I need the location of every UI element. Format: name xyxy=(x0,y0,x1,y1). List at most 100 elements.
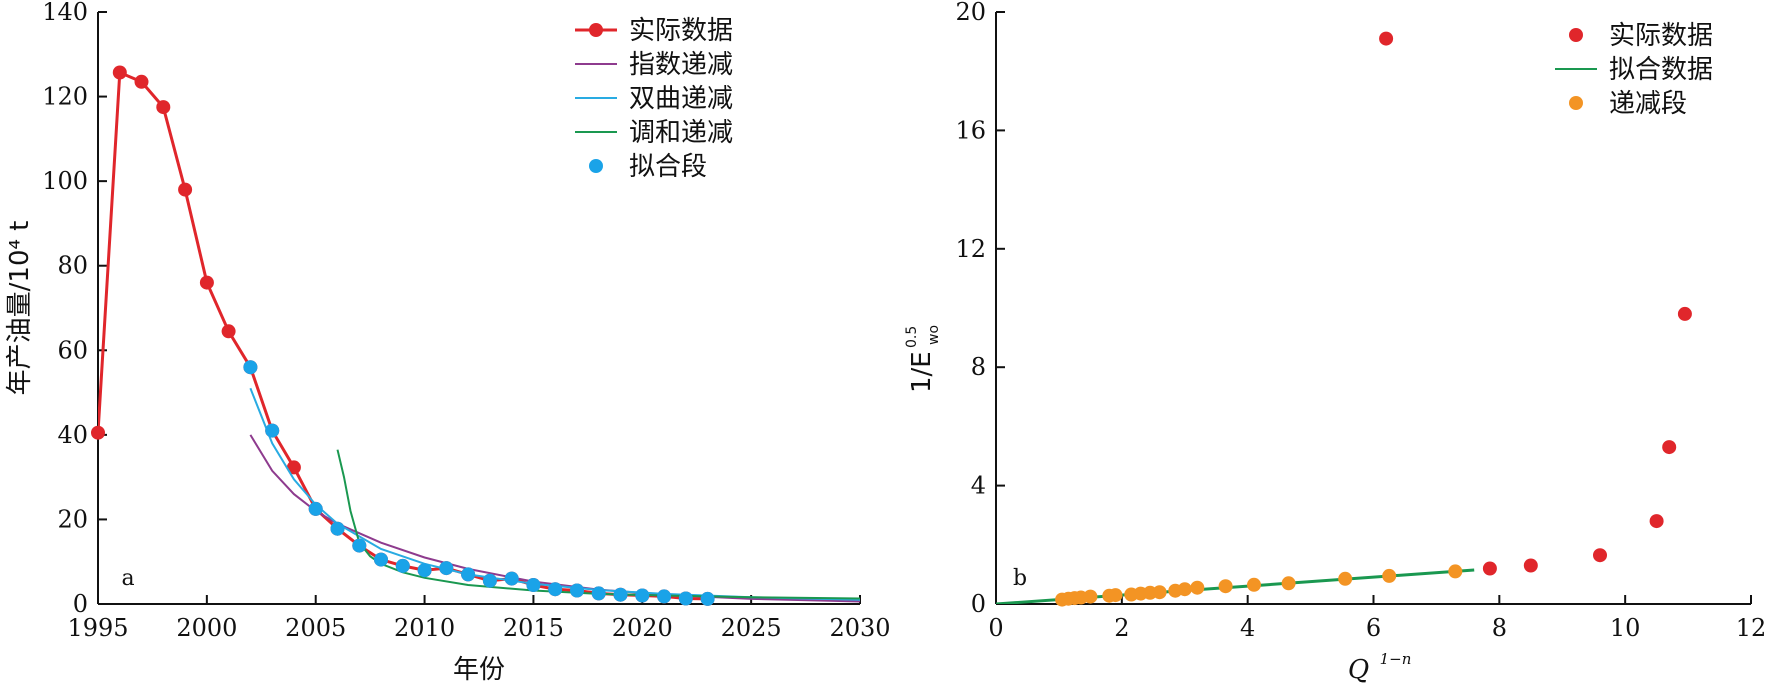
panel-a-legend-label: 拟合段 xyxy=(629,152,707,182)
panel-b-series-2-point xyxy=(1281,576,1296,591)
panel-b-series-2-point xyxy=(1152,585,1167,600)
panel-a-series-0-point xyxy=(178,182,193,197)
panel-a-series-4-point xyxy=(265,423,280,438)
panel-a-x-tick-label: 2010 xyxy=(394,614,455,642)
panel-b-x-axis-title: Q xyxy=(1348,655,1369,684)
panel-b-x-tick-label: 2 xyxy=(1114,614,1129,642)
panel-a-x-tick-label: 2015 xyxy=(503,614,564,642)
panel-b-y-tick-label: 20 xyxy=(955,0,986,26)
panel-a-series-0-line xyxy=(98,70,708,601)
panel-b-legend-label: 递减段 xyxy=(1609,89,1687,119)
panel-a-series-0-point xyxy=(156,100,171,115)
panel-b-series-0-point xyxy=(1649,514,1664,529)
panel-a-series-0-point xyxy=(199,275,214,290)
panel-a-series-2-line xyxy=(249,387,860,601)
panel-a-legend-swatch-marker xyxy=(589,23,603,37)
panel-a-x-tick-label: 2020 xyxy=(612,614,673,642)
panel-a-y-tick-label: 0 xyxy=(73,590,88,618)
panel-a-series-4-point xyxy=(678,591,693,606)
panel-b-legend-label: 拟合数据 xyxy=(1609,55,1713,85)
panel-a-x-axis-title: 年份 xyxy=(453,655,505,684)
panel-a-y-tick-label: 60 xyxy=(57,336,88,364)
panel-a-series-4-point xyxy=(526,578,541,592)
panel-a-panel-label: a xyxy=(121,566,134,591)
panel-b-series-2-point xyxy=(1338,571,1353,586)
panel-a-series-4-point xyxy=(548,582,563,597)
panel-b-y-tick-label: 12 xyxy=(955,235,986,263)
panel-a-series-4-point xyxy=(395,558,410,573)
panel-a-x-tick-label: 1995 xyxy=(67,614,128,642)
panel-b-series-2-point xyxy=(1177,582,1192,597)
panel-a-y-tick-label: 140 xyxy=(42,0,88,26)
panel-a-series-0-point xyxy=(134,74,149,89)
panel-a-series-4-point xyxy=(591,586,606,601)
panel-b-x-tick-label: 8 xyxy=(1492,614,1507,642)
panel-b-series-2-point xyxy=(1108,588,1123,603)
panel-a-series-4-point xyxy=(700,591,715,606)
panel-b-x-tick-label: 0 xyxy=(988,614,1003,642)
panel-a-legend-label: 调和递减 xyxy=(629,118,733,148)
panel-a-y-axis-title: 年产油量/10⁴ t xyxy=(5,221,35,396)
panel-a-y-tick-label: 20 xyxy=(57,505,88,533)
panel-b-series-0-point xyxy=(1482,561,1497,576)
panel-b-x-tick-label: 4 xyxy=(1240,614,1255,642)
panel-a-series-4-point xyxy=(504,571,519,586)
panel-a-x-tick-label: 2025 xyxy=(721,614,782,642)
panel-a-series-4-point xyxy=(461,567,476,582)
panel-a-series-4-point xyxy=(570,583,584,598)
panel-b-series-0-point xyxy=(1662,440,1677,455)
panel-a-series-0-point xyxy=(91,425,105,440)
panel-a-series-4-point xyxy=(308,501,323,516)
panel-a-series-4-point xyxy=(243,360,258,375)
panel-a-series-0-point xyxy=(286,460,301,475)
panel-a-x-tick-label: 2030 xyxy=(829,614,890,642)
panel-a-series-4 xyxy=(243,360,715,606)
panel-a-series-0 xyxy=(91,65,715,606)
panel-b-series-0-point xyxy=(1523,558,1538,573)
panel-a-series-4-point xyxy=(330,521,345,536)
panel-a-y-tick-label: 100 xyxy=(42,167,88,195)
panel-b-series-2-point xyxy=(1190,580,1205,595)
panel-a-series-4-point xyxy=(613,587,628,602)
panel-b-x-axis-title-sup: 1−n xyxy=(1380,650,1412,668)
panel-a-series-4-point xyxy=(352,538,367,553)
panel-b-panel-label: b xyxy=(1013,566,1027,591)
panel-b-y-axis-title: 1/E xyxy=(907,351,937,393)
panel-b-y-tick-label: 8 xyxy=(971,353,986,381)
panel-b-y-tick-label: 0 xyxy=(971,590,986,618)
panel-b-y-axis-title-sup: 0.5 xyxy=(904,326,920,348)
panel-b-y-tick-label: 4 xyxy=(971,472,986,500)
chart-panel-a: 1995 2000 2005 2010 2015 2020 2025 2030 0 20 40 60 8… xyxy=(5,0,891,684)
panel-b-series-0-point xyxy=(1677,306,1692,321)
panel-a-legend-label: 双曲递减 xyxy=(629,84,733,114)
panel-a-series-1 xyxy=(249,434,860,603)
panel-a-series-4-point xyxy=(374,552,388,567)
panel-a-legend-swatch-marker xyxy=(589,159,603,173)
panel-a-series-4-point xyxy=(482,573,497,588)
panel-b-x-tick-label: 6 xyxy=(1366,614,1381,642)
panel-b-series-2-point xyxy=(1218,579,1233,594)
panel-a-legend-label: 指数递减 xyxy=(629,50,733,80)
panel-b-y-axis-title-group: 1/E 0.5 wo xyxy=(904,325,942,393)
panel-b-series-2-point xyxy=(1247,577,1261,592)
panel-a-series-3-line xyxy=(336,449,860,600)
panel-b-series-0-point xyxy=(1593,548,1607,563)
panel-a-series-4-point xyxy=(439,561,454,576)
panel-a-series-2 xyxy=(249,387,860,601)
panel-a-series-1-line xyxy=(249,434,860,603)
panel-a-x-tick-label: 2000 xyxy=(176,614,237,642)
panel-b-series-2-point xyxy=(1382,568,1397,583)
panel-a-legend-label: 实际数据 xyxy=(629,16,733,46)
panel-b-legend-swatch-marker xyxy=(1569,96,1583,110)
panel-b-series-0-point xyxy=(1379,31,1394,46)
panel-b-y-axis-title-sub: wo xyxy=(926,325,942,345)
panel-a-series-4-point xyxy=(417,563,432,578)
panel-b-x-tick-label: 10 xyxy=(1610,614,1641,642)
chart-panel-b: 0 2 4 6 8 10 12 0 4 8 12 16 20 Q 1−n 1/E 0.5 wo b 实际数据拟合数据递… xyxy=(904,0,1766,684)
panel-b-legend-label: 实际数据 xyxy=(1609,21,1713,51)
panel-a-x-tick-label: 2005 xyxy=(285,614,346,642)
panel-a-y-tick-label: 40 xyxy=(57,421,88,449)
